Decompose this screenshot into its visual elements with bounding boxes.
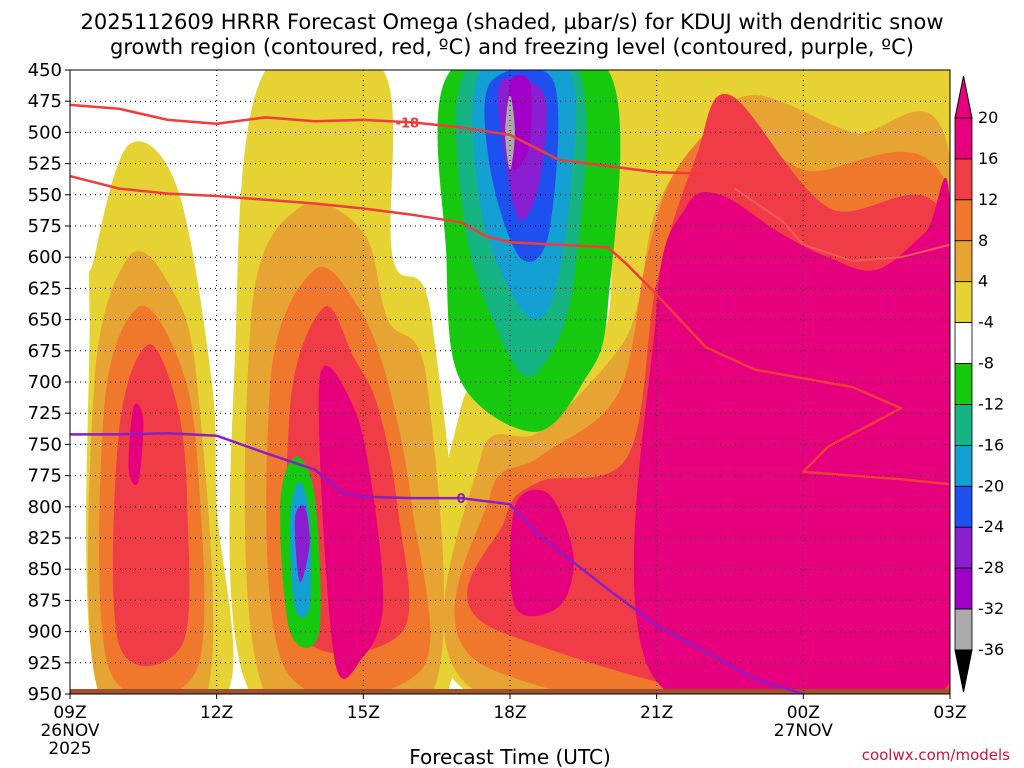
colorbar-label-1: 16 <box>978 149 998 168</box>
y-tick-label-450: 450 <box>28 60 62 81</box>
colorbar-label-12: -32 <box>978 599 1004 618</box>
x-tick-label-18Z: 18Z <box>493 703 526 723</box>
x-tick-label-03Z: 03Z <box>933 703 966 723</box>
omega-region-22 <box>508 74 532 170</box>
colorbar-segment-10 <box>954 526 973 569</box>
colorbar-segment-2 <box>954 199 973 242</box>
colorbar-label-10: -24 <box>978 517 1004 536</box>
colorbar-segment-7 <box>954 404 973 446</box>
colorbar-label-0: 20 <box>978 108 998 127</box>
colorbar-segment-0 <box>954 117 973 160</box>
y-tick-label-550: 550 <box>28 185 62 206</box>
dgz-top-contour <box>70 103 706 175</box>
y-tick-label-700: 700 <box>28 372 62 393</box>
colorbar-segment-6 <box>954 363 973 405</box>
colorbar-segment-9 <box>954 485 973 528</box>
dgz-contour-label: -18 <box>396 116 420 131</box>
y-tick-label-650: 650 <box>28 310 62 331</box>
omega-shading <box>86 70 950 694</box>
omega-region-15 <box>633 177 950 694</box>
y-tick-label-825: 825 <box>28 528 62 549</box>
chart-title-line2: growth region (contoured, red, ºC) and f… <box>110 35 914 59</box>
x-tick-label-00Z: 00Z <box>787 703 820 723</box>
colorbar-label-11: -28 <box>978 558 1004 577</box>
colorbar-label-13: -36 <box>978 640 1004 659</box>
x-tick-label-15Z: 15Z <box>347 703 380 723</box>
y-tick-label-500: 500 <box>28 122 62 143</box>
plot-area: -18 0 <box>69 69 951 695</box>
colorbar-label-5: -4 <box>978 313 994 332</box>
dgz-extra-contour <box>734 187 950 262</box>
colorbar-bottom-arrow <box>954 649 973 693</box>
colorbar-label-3: 8 <box>978 231 988 250</box>
y-tick-label-675: 675 <box>28 341 62 362</box>
y-tick-label-800: 800 <box>28 497 62 518</box>
y-axis: 450 475 500 525 550 575 600 625 650 675 700 725 750 7… <box>28 60 70 705</box>
colorbar-label-8: -16 <box>978 435 1004 454</box>
colorbar-segment-5 <box>954 322 973 364</box>
contour-lines: -18 0 <box>70 103 950 694</box>
colorbar-segment-1 <box>954 158 973 201</box>
y-tick-label-625: 625 <box>28 278 62 299</box>
omega-region-26 <box>294 505 310 583</box>
freezing-contour-label: 0 <box>457 492 466 507</box>
freezing-level-contour <box>70 431 804 694</box>
colorbar-label-4: 4 <box>978 272 988 291</box>
terrain-strip <box>70 689 950 694</box>
colorbar-segment-3 <box>954 240 973 283</box>
colorbar-label-2: 12 <box>978 190 998 209</box>
x-tick-sublabel-09Z: 26NOV <box>40 721 99 741</box>
y-tick-label-850: 850 <box>28 559 62 580</box>
y-tick-label-750: 750 <box>28 434 62 455</box>
colorbar-label-6: -8 <box>978 354 994 373</box>
colorbar-segment-8 <box>954 444 973 487</box>
y-tick-label-900: 900 <box>28 622 62 643</box>
colorbar-label-7: -12 <box>978 394 1004 413</box>
y-tick-label-525: 525 <box>28 154 62 175</box>
colorbar-segment-12 <box>954 608 973 651</box>
chart-title-line1: 2025112609 HRRR Forecast Omega (shaded, … <box>80 10 943 34</box>
grid-lines <box>70 70 950 694</box>
x-tick-label-09Z: 09Z <box>53 703 86 723</box>
y-tick-label-475: 475 <box>28 91 62 112</box>
omega-region-13 <box>318 365 384 679</box>
colorbar-segment-4 <box>954 281 973 324</box>
y-tick-label-925: 925 <box>28 653 62 674</box>
y-tick-label-875: 875 <box>28 590 62 611</box>
y-tick-label-775: 775 <box>28 466 62 487</box>
y-tick-label-725: 725 <box>28 403 62 424</box>
x-tick-sublabel-00Z: 27NOV <box>774 721 833 741</box>
colorbar-segment-11 <box>954 567 973 610</box>
x-tick-year-09Z: 2025 <box>48 739 91 759</box>
colorbar: 20 16 12 8 4 -4 -8 -12 -16 -20 -24 -28 -32 -36 <box>954 75 1004 693</box>
x-axis-label: Forecast Time (UTC) <box>409 745 611 768</box>
y-tick-label-600: 600 <box>28 247 62 268</box>
dgz-bottom-contour <box>70 174 950 486</box>
colorbar-label-9: -20 <box>978 476 1004 495</box>
y-tick-label-950: 950 <box>28 684 62 705</box>
x-tick-label-21Z: 21Z <box>640 703 673 723</box>
credit-text: coolwx.com/models <box>862 746 1010 764</box>
y-tick-label-575: 575 <box>28 216 62 237</box>
x-tick-label-12Z: 12Z <box>200 703 233 723</box>
